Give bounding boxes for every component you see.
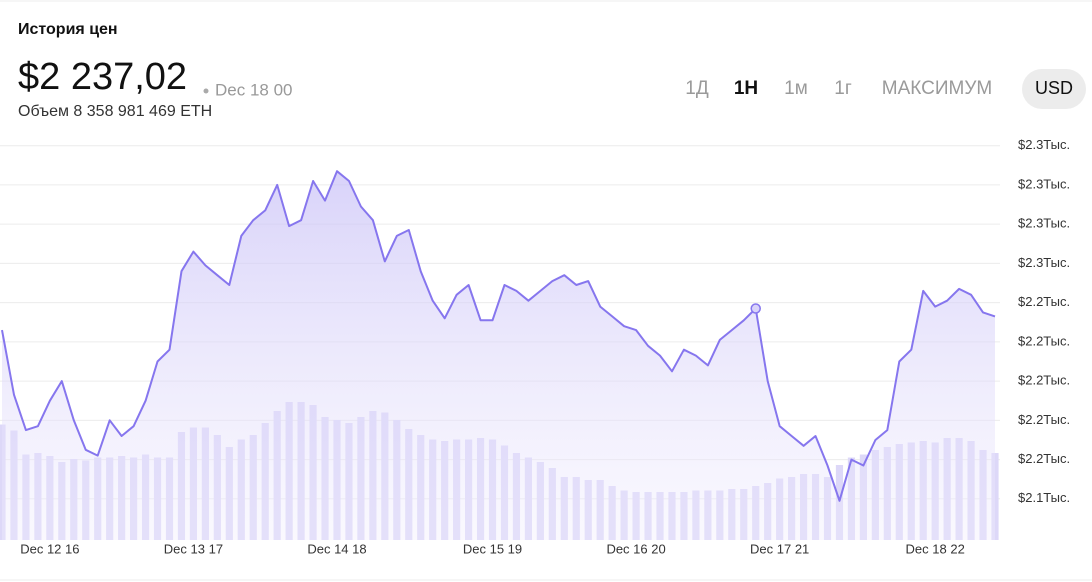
range-button[interactable]: МАКСИМУМ xyxy=(882,78,992,99)
y-tick-label: $2.3Тыс. xyxy=(1018,176,1070,191)
range-button[interactable]: 1Н xyxy=(734,78,758,99)
range-button[interactable]: 1Д xyxy=(685,78,709,99)
y-tick-label: $2.3Тыс. xyxy=(1018,216,1070,231)
y-tick-label: $2.3Тыс. xyxy=(1018,137,1070,152)
range-button[interactable]: 1г xyxy=(834,78,852,99)
x-tick-label: Dec 12 16 xyxy=(20,541,79,556)
x-tick-label: Dec 17 21 xyxy=(750,541,809,556)
y-tick-label: $2.2Тыс. xyxy=(1018,451,1070,466)
y-tick-label: $2.2Тыс. xyxy=(1018,294,1070,309)
timestamp: Dec 18 00 xyxy=(215,80,293,99)
title: История цен xyxy=(18,21,118,38)
y-tick-label: $2.3Тыс. xyxy=(1018,255,1070,270)
hover-marker xyxy=(750,303,761,314)
separator-dot xyxy=(203,88,209,94)
price-line xyxy=(1,170,996,502)
x-tick-label: Dec 16 20 xyxy=(606,541,665,556)
y-tick-label: $2.2Тыс. xyxy=(1018,373,1070,388)
price-area xyxy=(2,171,995,540)
y-tick-label: $2.2Тыс. xyxy=(1018,412,1070,427)
volume-summary: Объем 8 358 981 469 ETH xyxy=(18,103,212,120)
range-button[interactable]: 1м xyxy=(784,78,808,99)
currency-button[interactable]: USD xyxy=(1035,78,1073,98)
x-tick-label: Dec 14 18 xyxy=(307,541,366,556)
plot: $2.3Тыс. $2.3Тыс. $2.3Тыс. $2.3Тыс. $2.2Тыс.… xyxy=(0,137,1070,556)
price: $2 237,02 xyxy=(18,56,187,98)
x-tick-label: Dec 13 17 xyxy=(164,541,223,556)
y-tick-label: $2.2Тыс. xyxy=(1018,333,1070,348)
y-tick-label: $2.1Тыс. xyxy=(1018,490,1070,505)
x-tick-label: Dec 15 19 xyxy=(463,541,522,556)
currency-button-bg[interactable] xyxy=(1022,69,1086,109)
x-tick-label: Dec 18 22 xyxy=(906,541,965,556)
